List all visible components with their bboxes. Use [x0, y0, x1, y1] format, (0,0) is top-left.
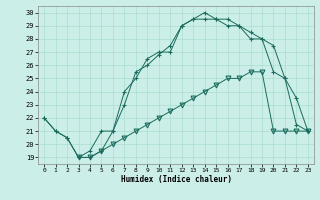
X-axis label: Humidex (Indice chaleur): Humidex (Indice chaleur): [121, 175, 231, 184]
